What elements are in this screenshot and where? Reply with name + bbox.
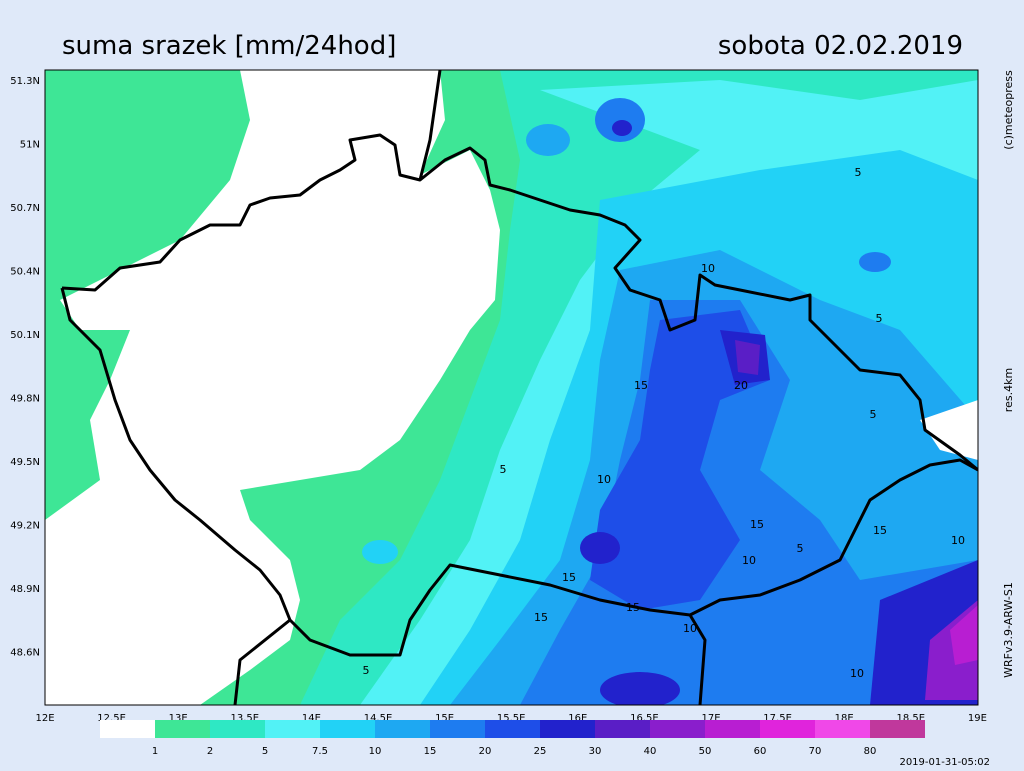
- lat-label: 49.8N: [10, 394, 40, 405]
- legend-label: 60: [754, 746, 767, 757]
- map-frame: [44, 69, 979, 706]
- legend-label: 1: [152, 746, 158, 757]
- legend-swatch: [155, 720, 210, 738]
- contour-label: 5: [855, 166, 862, 179]
- lon-label: 16E: [568, 713, 587, 724]
- lon-label: 18E: [835, 713, 854, 724]
- legend-label: 10: [369, 746, 382, 757]
- legend-swatch: [760, 720, 815, 738]
- legend-label: 80: [864, 746, 877, 757]
- lat-label: 51.3N: [10, 76, 40, 87]
- lon-label: 13.5E: [231, 713, 260, 724]
- legend-label: 70: [809, 746, 822, 757]
- lat-label: 48.9N: [10, 584, 40, 595]
- legend-swatch: [430, 720, 485, 738]
- lon-label: 18.5E: [897, 713, 926, 724]
- contour-label: 15: [750, 518, 764, 531]
- lon-label: 12E: [35, 713, 54, 724]
- lat-label: 48.6N: [10, 648, 40, 659]
- contour-label: 5: [363, 664, 370, 677]
- contour-label: 10: [683, 622, 697, 635]
- lat-label: 50.7N: [10, 203, 40, 214]
- contour-label: 15: [873, 524, 887, 537]
- lon-label: 12.5E: [97, 713, 126, 724]
- contour-label: 5: [870, 408, 877, 421]
- timestamp: 2019-01-31-05:02: [899, 757, 990, 768]
- legend-swatch: [485, 720, 540, 738]
- legend-label: 20: [479, 746, 492, 757]
- title: suma srazek [mm/24hod]: [62, 31, 396, 61]
- contour-label: 5: [500, 463, 507, 476]
- contour-label: 10: [701, 262, 715, 275]
- date: sobota 02.02.2019: [718, 31, 963, 61]
- lon-label: 17E: [701, 713, 720, 724]
- copyright: (c)meteopress: [1002, 70, 1015, 150]
- lat-label: 50.1N: [10, 330, 40, 341]
- contour-label: 10: [951, 534, 965, 547]
- lon-label: 16.5E: [630, 713, 659, 724]
- legend-swatch: [650, 720, 705, 738]
- lon-label: 14.5E: [364, 713, 393, 724]
- lon-label: 13E: [169, 713, 188, 724]
- legend-swatch: [815, 720, 870, 738]
- lon-label: 17.5E: [763, 713, 792, 724]
- lon-label: 14E: [302, 713, 321, 724]
- model: WRFv3.9-ARW-S1: [1002, 582, 1015, 678]
- legend-swatch: [375, 720, 430, 738]
- legend-swatch: [100, 720, 155, 738]
- contour-label: 10: [742, 554, 756, 567]
- legend-label: 50: [699, 746, 712, 757]
- legend-label: 40: [644, 746, 657, 757]
- contour-label: 15: [626, 601, 640, 614]
- legend-label: 2: [207, 746, 213, 757]
- map: 5 10 5 15 20 5 10 5 15 15 5 15 10 15 10 5 10 10 15: [45, 70, 978, 705]
- legend-swatch: [210, 720, 265, 738]
- legend-label: 7.5: [312, 746, 328, 757]
- lon-label: 19E: [968, 713, 987, 724]
- lat-label: 51N: [20, 140, 40, 151]
- legend-swatch: [870, 720, 925, 738]
- legend-swatch: [320, 720, 375, 738]
- lat-label: 49.2N: [10, 521, 40, 532]
- lon-label: 15E: [435, 713, 454, 724]
- legend-swatch: [705, 720, 760, 738]
- legend-label: 15: [424, 746, 437, 757]
- contour-label: 20: [734, 379, 748, 392]
- contour-label: 15: [562, 571, 576, 584]
- resolution: res.4km: [1002, 368, 1015, 412]
- contour-label: 5: [876, 312, 883, 325]
- contour-label: 15: [634, 379, 648, 392]
- legend-label: 30: [589, 746, 602, 757]
- contour-label: 10: [850, 667, 864, 680]
- lat-label: 49.5N: [10, 457, 40, 468]
- legend-swatch: [265, 720, 320, 738]
- contour-label: 10: [597, 473, 611, 486]
- lat-label: 50.4N: [10, 267, 40, 278]
- lon-label: 15.5E: [497, 713, 526, 724]
- legend-label: 25: [534, 746, 547, 757]
- legend-swatch: [595, 720, 650, 738]
- contour-label: 5: [797, 542, 804, 555]
- legend-swatch: [540, 720, 595, 738]
- legend-label: 5: [262, 746, 268, 757]
- contour-label: 15: [534, 611, 548, 624]
